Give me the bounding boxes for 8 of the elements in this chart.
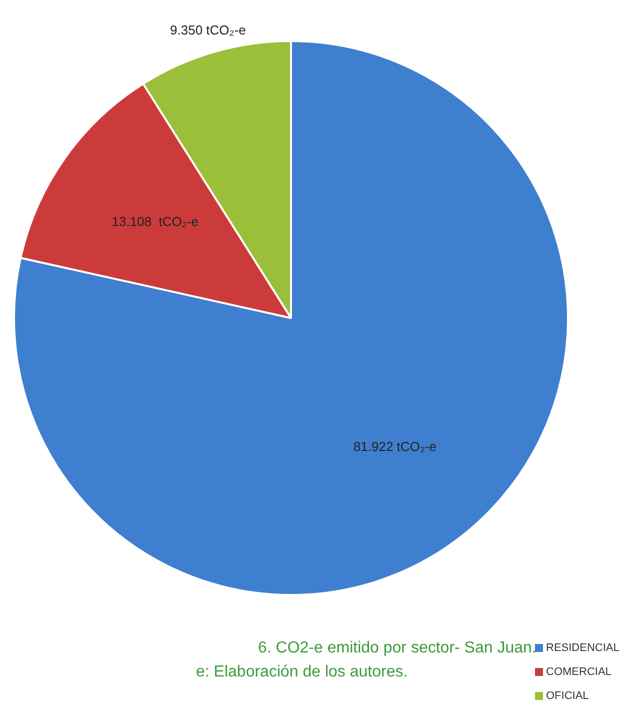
data-label: 13.108 tCO₂-e (112, 214, 198, 229)
text: 6. CO2-e emitido por sector- San Juan. (258, 639, 536, 656)
legend-label: COMERCIAL (546, 666, 612, 678)
legend-label: RESIDENCIAL (546, 642, 620, 654)
text: e: Elaboración de los autores. (196, 663, 408, 680)
legend-label: OFICIAL (546, 690, 589, 702)
data-label: 81.922 tCO₂-e (353, 439, 437, 454)
data-label: 9.350 tCO₂-e (170, 22, 246, 38)
